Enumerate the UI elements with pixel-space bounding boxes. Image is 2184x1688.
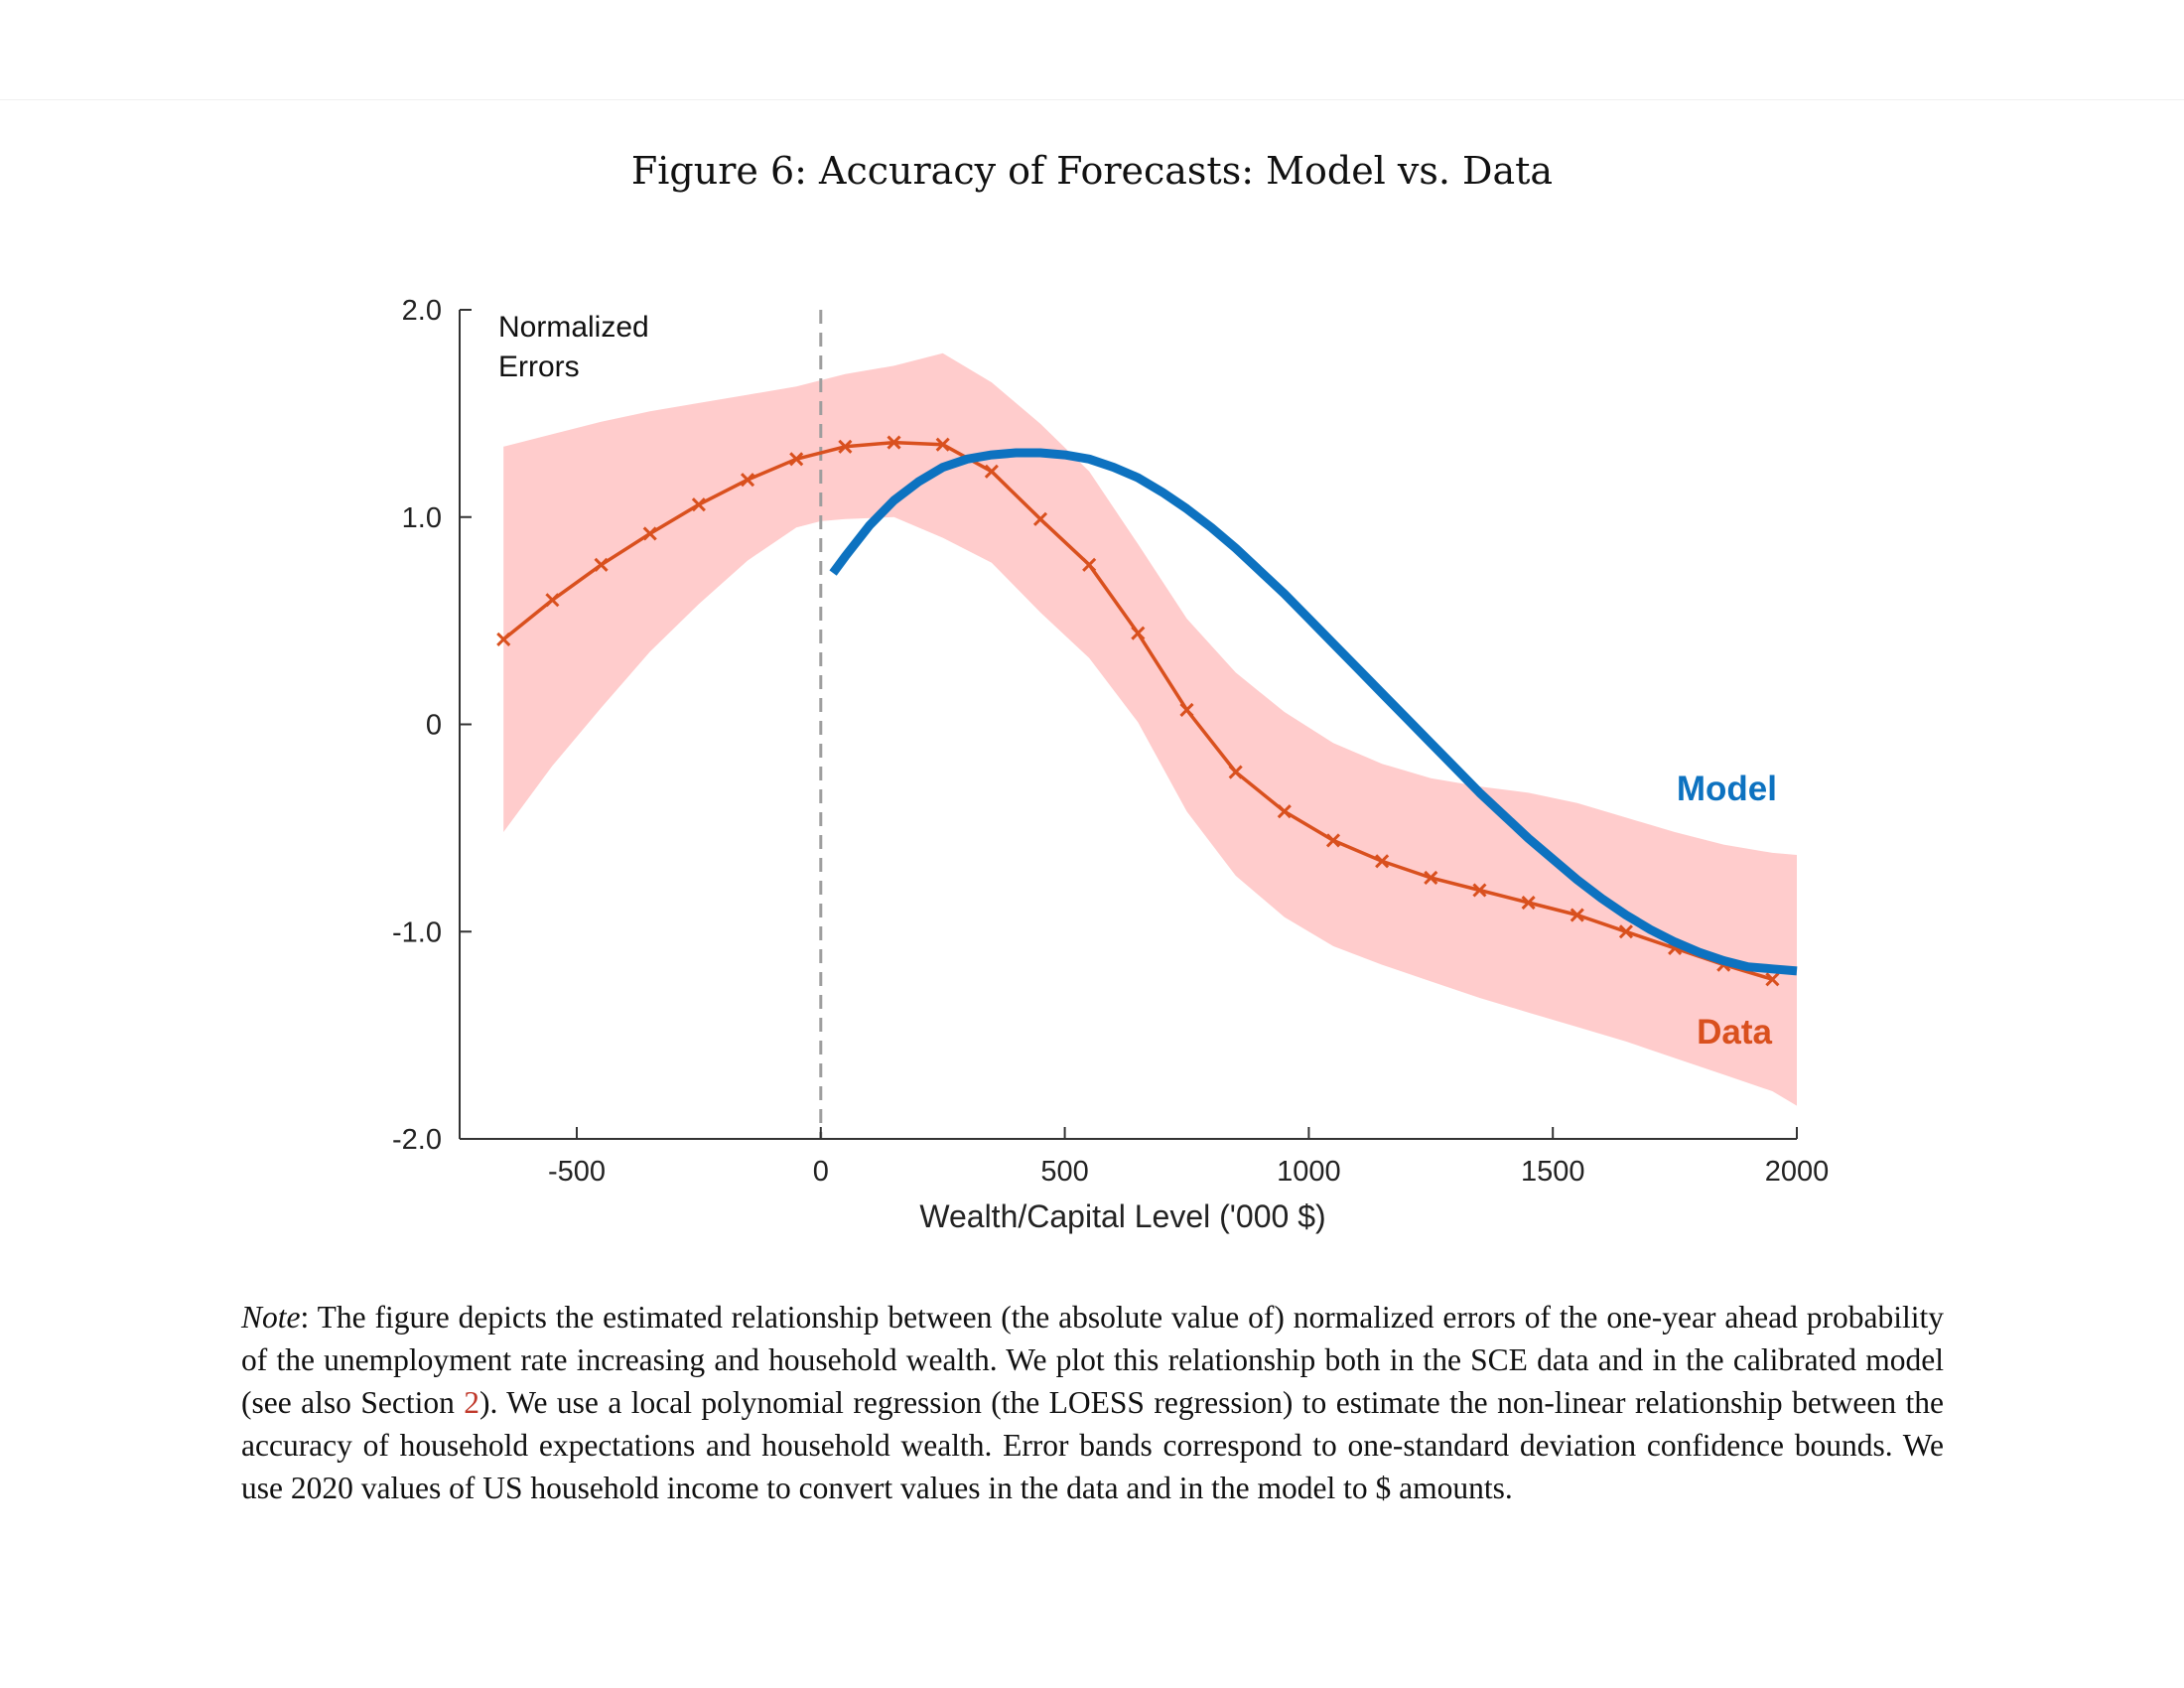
data-point-marker: [935, 437, 950, 452]
x-tick-label: 500: [1040, 1156, 1088, 1188]
note-label: Note: [241, 1300, 301, 1335]
data-point-marker: [1179, 702, 1194, 717]
data-point-marker: [1424, 870, 1438, 886]
data-point-marker: [1472, 883, 1487, 898]
data-point-marker: [1570, 908, 1584, 922]
data-point-marker: [887, 435, 901, 450]
x-tick-label: 1500: [1521, 1156, 1585, 1188]
data-point-marker: [545, 593, 560, 608]
note-text-before: : The figure depicts the estimated relat…: [241, 1300, 1944, 1420]
data-point-marker: [642, 526, 657, 541]
data-point-marker: [1618, 924, 1634, 939]
y-tick-label: 0: [426, 710, 442, 742]
data-point-marker: [1765, 972, 1780, 987]
page: [0, 99, 2184, 1585]
model-series-line: [829, 448, 1798, 976]
x-tick-label: 1000: [1277, 1156, 1341, 1188]
data-point-marker: [594, 557, 609, 572]
y-tick-label: 2.0: [402, 295, 442, 327]
figure-note: Note: The figure depicts the estimated r…: [241, 1296, 1944, 1509]
x-tick-label: -500: [548, 1156, 606, 1188]
data-point-marker: [984, 464, 999, 479]
data-point-marker: [1521, 895, 1536, 911]
data-point-marker: [1032, 511, 1048, 526]
data-confidence-band: [503, 352, 1798, 1106]
y-tick-label: -2.0: [392, 1124, 442, 1156]
data-series-label: Data: [1697, 1013, 1772, 1052]
y-axis-title-line1: Normalized: [498, 311, 649, 344]
data-point-marker: [1082, 557, 1097, 572]
section-reference-link[interactable]: 2: [464, 1385, 480, 1420]
data-point-marker: [691, 497, 706, 512]
figure-title: Figure 6: Accuracy of Forecasts: Model v…: [630, 149, 1554, 193]
y-tick-label: 1.0: [402, 502, 442, 534]
data-point-marker: [1131, 626, 1146, 640]
data-point-marker: [1228, 765, 1243, 779]
note-text-after: ). We use a local polynomial regression …: [241, 1385, 1944, 1505]
y-axis-title-line2: Errors: [498, 351, 580, 383]
x-tick-label: 2000: [1765, 1156, 1830, 1188]
data-point-marker: [1325, 833, 1341, 848]
data-point-marker: [838, 439, 853, 454]
x-tick-label: 0: [813, 1156, 829, 1188]
y-tick-label: -1.0: [392, 916, 442, 948]
data-point-marker: [1277, 804, 1292, 819]
data-point-marker: [496, 632, 511, 646]
model-series-label: Model: [1677, 770, 1777, 808]
data-point-marker: [740, 473, 755, 488]
data-point-marker: [789, 452, 804, 467]
chart: 2.0 1.0 0 -1.0 -2.0 -500 0 500 1000 1500 2000 Norm…: [392, 295, 1830, 1234]
x-axis-title: Wealth/Capital Level ('000 $): [919, 1198, 1325, 1234]
data-point-marker: [1375, 854, 1390, 869]
